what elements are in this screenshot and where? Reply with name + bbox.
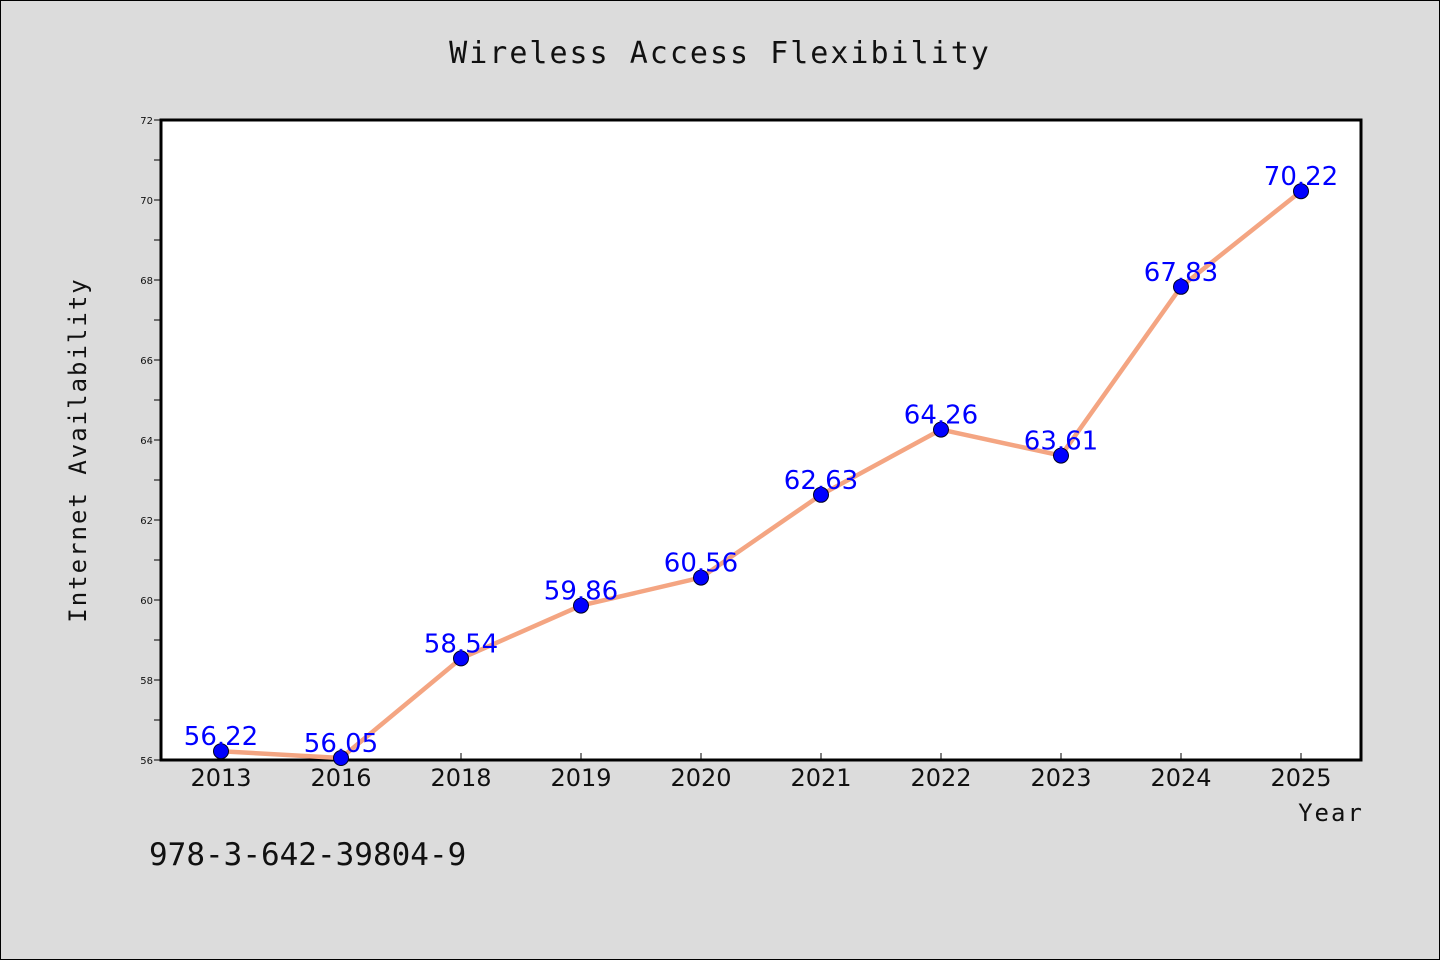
y-tick-label: 58	[140, 676, 153, 687]
x-tick-label: 2023	[1030, 764, 1091, 792]
y-tick-label: 70	[140, 196, 153, 207]
data-point	[333, 750, 349, 766]
data-point	[1293, 183, 1309, 200]
data-point	[573, 597, 589, 614]
data-label: 59.86	[544, 577, 618, 607]
x-tick-label: 2019	[550, 764, 611, 792]
data-label: 60.56	[664, 549, 738, 579]
data-point	[933, 421, 949, 438]
chart-title: Wireless Access Flexibility	[449, 36, 991, 71]
x-tick-label: 2013	[190, 764, 251, 792]
y-tick-label: 62	[140, 516, 153, 527]
data-labels-group: 56.22 56.05 58.54 59.86 60.56 62.63 64.26 63.61…	[184, 162, 1338, 759]
data-label: 70.22	[1264, 162, 1338, 192]
y-tick-label: 72	[140, 116, 153, 127]
data-point	[453, 650, 469, 667]
x-axis-ticks: 2013 2016 2018 2019 2020 2021 2022 2023 2024 2025	[190, 753, 1332, 792]
y-tick-label: 68	[140, 276, 153, 287]
data-label: 63.61	[1024, 427, 1098, 457]
plot-area	[159, 118, 1363, 762]
y-tick-label: 56	[140, 756, 153, 767]
data-label: 64.26	[904, 401, 978, 431]
data-point	[1173, 278, 1189, 295]
x-tick-label: 2021	[790, 764, 851, 792]
x-tick-label: 2018	[430, 764, 491, 792]
series-line	[218, 188, 1304, 761]
x-axis-label: Year	[1298, 799, 1364, 827]
data-point	[693, 569, 709, 586]
data-point	[1053, 447, 1069, 464]
x-tick-label: 2024	[1150, 764, 1211, 792]
series-line-group	[218, 188, 1304, 761]
y-axis-label: Internet Availability	[64, 277, 92, 622]
y-axis-ticks: 56 58 60 62 64 66 68 70 72	[140, 116, 161, 767]
data-label: 58.54	[424, 629, 498, 659]
x-tick-label: 2022	[910, 764, 971, 792]
data-label: 67.83	[1144, 258, 1218, 288]
y-tick-label: 64	[140, 436, 153, 447]
isbn-text: 978-3-642-39804-9	[149, 837, 466, 873]
data-point	[813, 486, 829, 503]
data-label: 56.22	[184, 722, 258, 752]
series-points-group	[213, 183, 1309, 766]
x-tick-label: 2020	[670, 764, 731, 792]
y-tick-label: 66	[140, 356, 153, 367]
data-point	[213, 743, 229, 760]
data-label: 62.63	[784, 466, 858, 496]
x-tick-label: 2025	[1270, 764, 1331, 792]
x-tick-label: 2016	[310, 764, 371, 792]
y-tick-label: 60	[140, 596, 153, 607]
data-label: 56.05	[304, 729, 378, 759]
